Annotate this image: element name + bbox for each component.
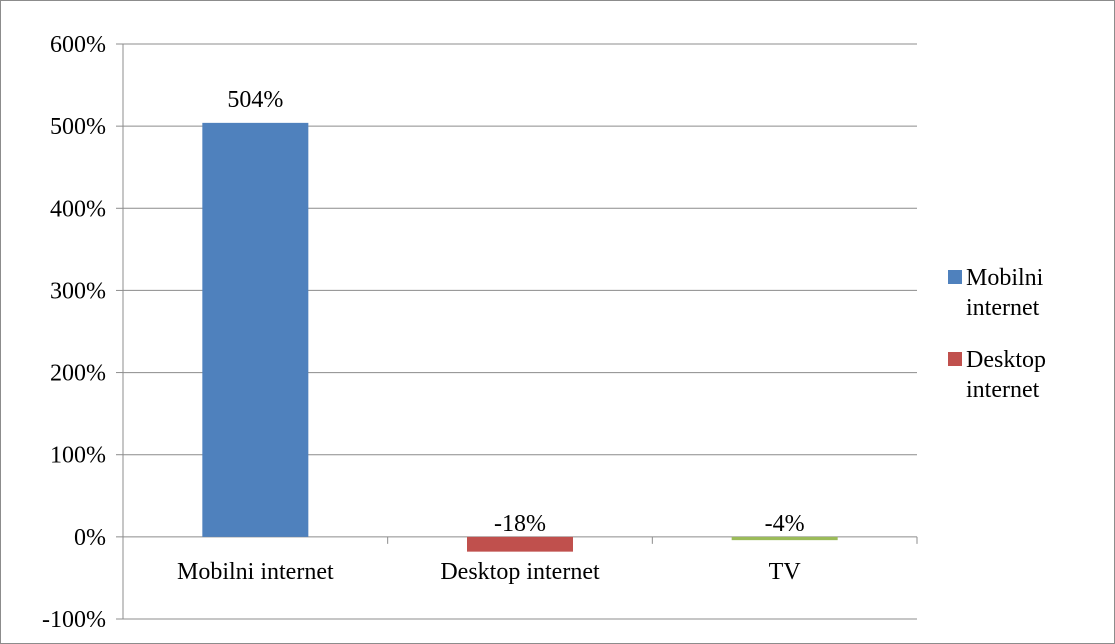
x-category-label: Desktop internet [440,559,600,585]
y-tick-label: 600% [50,32,106,58]
legend-swatch [948,352,962,366]
y-tick-label: 0% [74,525,106,551]
legend-label: internet [966,295,1040,321]
legend: Mobilni internet Desktop internet [948,265,1046,403]
y-tick-label: 500% [50,114,106,140]
labels: -100% 0% 100% 200% 300% 400% 500% 600% 504% -18% -… [42,32,805,633]
legend-label: Mobilni [966,265,1044,291]
bar [202,122,309,537]
legend-label: internet [966,377,1040,403]
legend-swatch [948,270,962,284]
y-tick-label: 200% [50,361,106,387]
y-tick-label: 100% [50,443,106,469]
y-tick-label: -100% [42,607,106,633]
data-label: 504% [227,87,283,113]
data-label: -4% [765,511,805,537]
legend-label: Desktop [966,347,1046,373]
bars [202,122,838,552]
bar [731,536,838,541]
x-category-label: TV [769,559,802,585]
y-tick-label: 300% [50,278,106,304]
x-category-label: Mobilni internet [177,559,334,585]
y-tick-label: 400% [50,196,106,222]
bar [467,536,573,552]
data-label: -18% [494,511,546,537]
